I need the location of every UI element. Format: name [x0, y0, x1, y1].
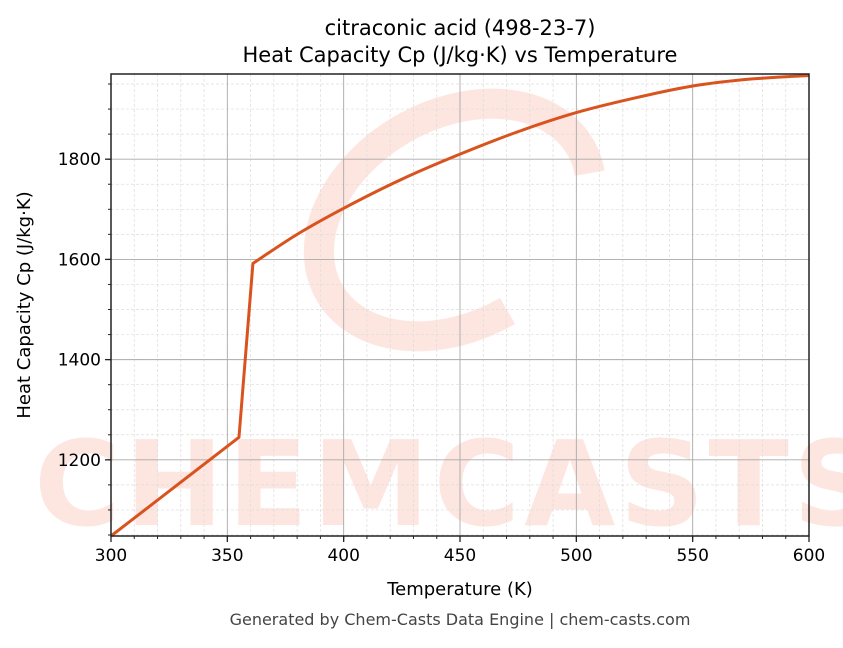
watermark-logo: CHEMCASTS [34, 88, 843, 553]
x-tick-label: 300 [95, 546, 127, 566]
y-axis-label: Heat Capacity Cp (J/kg·K) [14, 191, 35, 418]
chart-title: citraconic acid (498-23-7) [325, 16, 596, 40]
y-tick-label: 1400 [58, 351, 101, 371]
y-tick-label: 1200 [58, 451, 101, 471]
y-tick-label: 1600 [58, 250, 101, 270]
x-tick-label: 550 [676, 546, 708, 566]
x-tick-label: 350 [211, 546, 243, 566]
watermark-text: CHEMCASTS [34, 415, 843, 553]
footer-credit: Generated by Chem-Casts Data Engine | ch… [230, 610, 691, 629]
y-tick-label: 1800 [58, 150, 101, 170]
x-axis-label: Temperature (K) [386, 579, 533, 600]
series-line [110, 74, 810, 538]
x-tick-label: 600 [793, 546, 825, 566]
chart-subtitle: Heat Capacity Cp (J/kg·K) vs Temperature [243, 43, 678, 67]
x-tick-label: 400 [327, 546, 359, 566]
x-tick-label: 450 [444, 546, 476, 566]
x-tick-label: 500 [560, 546, 592, 566]
